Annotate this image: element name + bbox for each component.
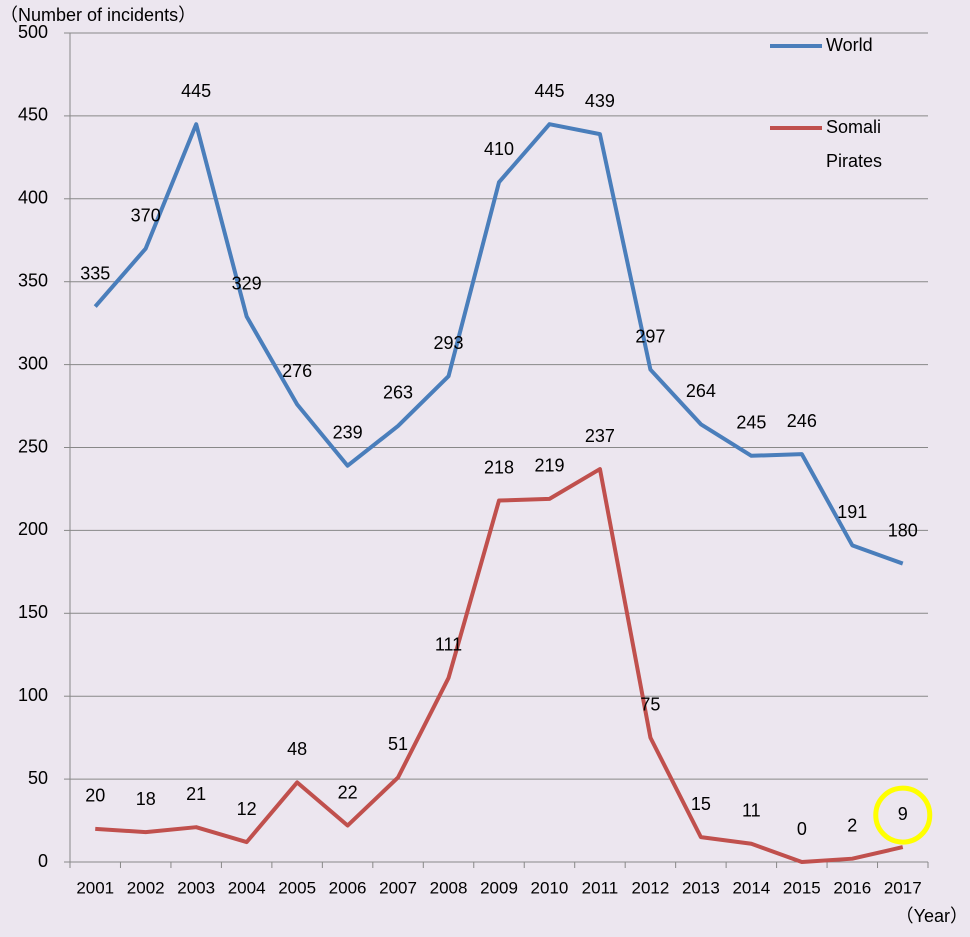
x-tick-label: 2007 (379, 878, 417, 897)
data-label: 18 (136, 789, 156, 809)
legend-label: Somali Pirates (826, 117, 882, 171)
x-tick-label: 2009 (480, 878, 518, 897)
data-label: 111 (435, 635, 462, 655)
x-tick-label: 2002 (127, 878, 165, 897)
data-label: 15 (691, 794, 711, 814)
data-label: 237 (585, 426, 615, 446)
data-label: 293 (434, 333, 464, 353)
data-label: 445 (534, 81, 564, 101)
x-tick-label: 2016 (833, 878, 871, 897)
x-tick-label: 2006 (329, 878, 367, 897)
data-label: 276 (282, 361, 312, 381)
data-label: 329 (232, 273, 262, 293)
y-tick-label: 450 (18, 105, 48, 125)
x-axis-label: （Year） (896, 906, 968, 926)
data-label: 239 (333, 422, 363, 442)
y-tick-label: 50 (28, 768, 48, 788)
x-tick-label: 2015 (783, 878, 821, 897)
data-label: 191 (837, 502, 867, 522)
y-tick-label: 200 (18, 519, 48, 539)
x-tick-label: 2001 (76, 878, 114, 897)
data-label: 445 (181, 81, 211, 101)
data-label: 0 (797, 819, 807, 839)
line (93, 122, 904, 566)
x-tick-label: 2017 (884, 878, 922, 897)
highlight-circle (873, 785, 933, 845)
data-label: 48 (287, 739, 307, 759)
x-tick-label: 2004 (228, 878, 266, 897)
x-tick-label: 2013 (682, 878, 720, 897)
data-label: 9 (898, 804, 908, 824)
y-tick-label: 400 (18, 188, 48, 208)
x-tick-label: 2012 (631, 878, 669, 897)
data-label: 246 (787, 411, 817, 431)
data-label: 180 (888, 520, 918, 540)
x-tick-label: 2014 (732, 878, 770, 897)
data-label: 22 (338, 782, 358, 802)
data-label: 12 (237, 799, 257, 819)
y-tick-label: 150 (18, 602, 48, 622)
data-label: 219 (534, 456, 564, 476)
y-tick-label: 0 (38, 851, 48, 871)
x-tick-label: 2005 (278, 878, 316, 897)
y-tick-label: 350 (18, 270, 48, 290)
data-label: 335 (80, 263, 110, 283)
legend-label: World (826, 35, 873, 55)
x-tick-label: 2003 (177, 878, 215, 897)
data-label: 297 (635, 326, 665, 346)
data-label: 218 (484, 457, 514, 477)
y-tick-label: 500 (18, 22, 48, 42)
data-label: 21 (186, 784, 206, 804)
data-label: 2 (847, 815, 857, 835)
data-label: 263 (383, 383, 413, 403)
data-label: 75 (640, 694, 660, 714)
data-label: 51 (388, 734, 408, 754)
data-label: 245 (736, 413, 766, 433)
y-tick-label: 100 (18, 685, 48, 705)
line (95, 467, 904, 864)
y-tick-label: 250 (18, 436, 48, 456)
y-axis-label: （Number of incidents） (0, 5, 196, 25)
data-label: 370 (131, 205, 161, 225)
x-tick-label: 2010 (531, 878, 569, 897)
data-label: 11 (742, 801, 761, 821)
data-label: 264 (686, 381, 716, 401)
data-label: 20 (85, 786, 105, 806)
x-tick-label: 2011 (582, 878, 619, 897)
data-label: 410 (484, 139, 514, 159)
y-tick-label: 300 (18, 353, 48, 373)
x-tick-label: 2008 (430, 878, 468, 897)
data-label: 439 (585, 91, 615, 111)
